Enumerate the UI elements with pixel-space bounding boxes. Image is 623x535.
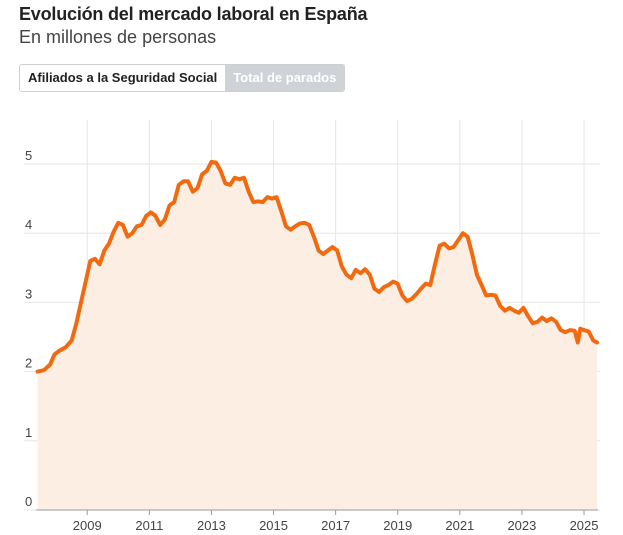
y-axis: 0 1 2 3 4 5 (25, 148, 32, 509)
x-tick-label: 2021 (445, 518, 474, 533)
y-tick-label: 2 (25, 356, 32, 371)
x-tick-label: 2011 (135, 518, 163, 533)
x-tick-label: 2013 (197, 518, 226, 533)
y-tick-label: 1 (25, 425, 32, 440)
x-tick-label: 2025 (570, 518, 599, 533)
tab-parados[interactable]: Total de parados (225, 65, 345, 91)
series-area (37, 161, 598, 510)
y-tick-label: 3 (25, 286, 32, 301)
series-line (35, 159, 600, 374)
x-tick-label: 2015 (259, 518, 288, 533)
y-tick-label: 5 (25, 148, 32, 163)
x-axis: 2009 2011 2013 2015 2017 2019 2021 2023 2025 (36, 509, 599, 533)
x-tick-label: 2017 (321, 518, 350, 533)
tab-afiliados[interactable]: Afiliados a la Seguridad Social (20, 65, 226, 91)
series-toggle: Afiliados a la Seguridad Social Total de… (19, 64, 346, 92)
chart-subtitle: En millones de personas (19, 27, 217, 47)
y-tick-label: 4 (25, 217, 32, 232)
x-tick-label: 2009 (73, 518, 102, 533)
chart-title: Evolución del mercado laboral en España (19, 4, 368, 24)
x-tick-label: 2023 (507, 518, 536, 533)
x-tick-label: 2019 (383, 518, 412, 533)
y-tick-label: 0 (25, 494, 32, 509)
